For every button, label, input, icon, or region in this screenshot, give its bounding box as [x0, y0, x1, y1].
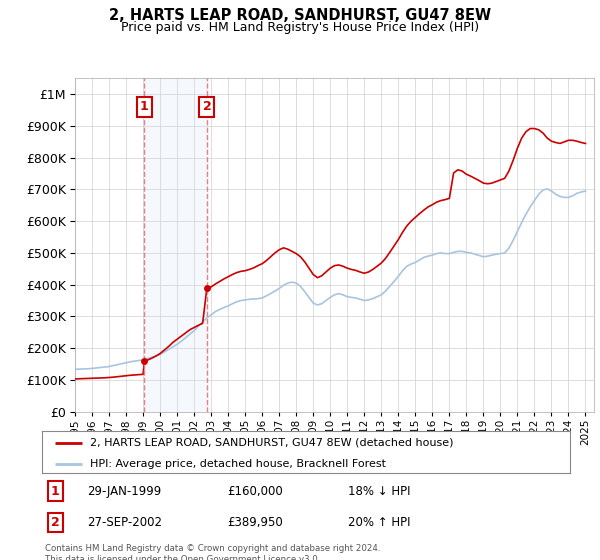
Text: 20% ↑ HPI: 20% ↑ HPI — [348, 516, 411, 529]
Text: 2: 2 — [51, 516, 59, 529]
Text: £160,000: £160,000 — [227, 484, 283, 497]
Text: Price paid vs. HM Land Registry's House Price Index (HPI): Price paid vs. HM Land Registry's House … — [121, 21, 479, 34]
Bar — [145, 78, 207, 412]
Text: Contains HM Land Registry data © Crown copyright and database right 2024.
This d: Contains HM Land Registry data © Crown c… — [45, 544, 380, 560]
Text: 1: 1 — [140, 100, 149, 114]
Text: 27-SEP-2002: 27-SEP-2002 — [87, 516, 162, 529]
Text: 18% ↓ HPI: 18% ↓ HPI — [348, 484, 411, 497]
Text: 2: 2 — [203, 100, 211, 114]
Text: 2, HARTS LEAP ROAD, SANDHURST, GU47 8EW: 2, HARTS LEAP ROAD, SANDHURST, GU47 8EW — [109, 8, 491, 24]
Text: 29-JAN-1999: 29-JAN-1999 — [87, 484, 161, 497]
Text: 2, HARTS LEAP ROAD, SANDHURST, GU47 8EW (detached house): 2, HARTS LEAP ROAD, SANDHURST, GU47 8EW … — [89, 438, 453, 448]
Text: 1: 1 — [51, 484, 59, 497]
Text: £389,950: £389,950 — [227, 516, 283, 529]
Text: HPI: Average price, detached house, Bracknell Forest: HPI: Average price, detached house, Brac… — [89, 459, 386, 469]
